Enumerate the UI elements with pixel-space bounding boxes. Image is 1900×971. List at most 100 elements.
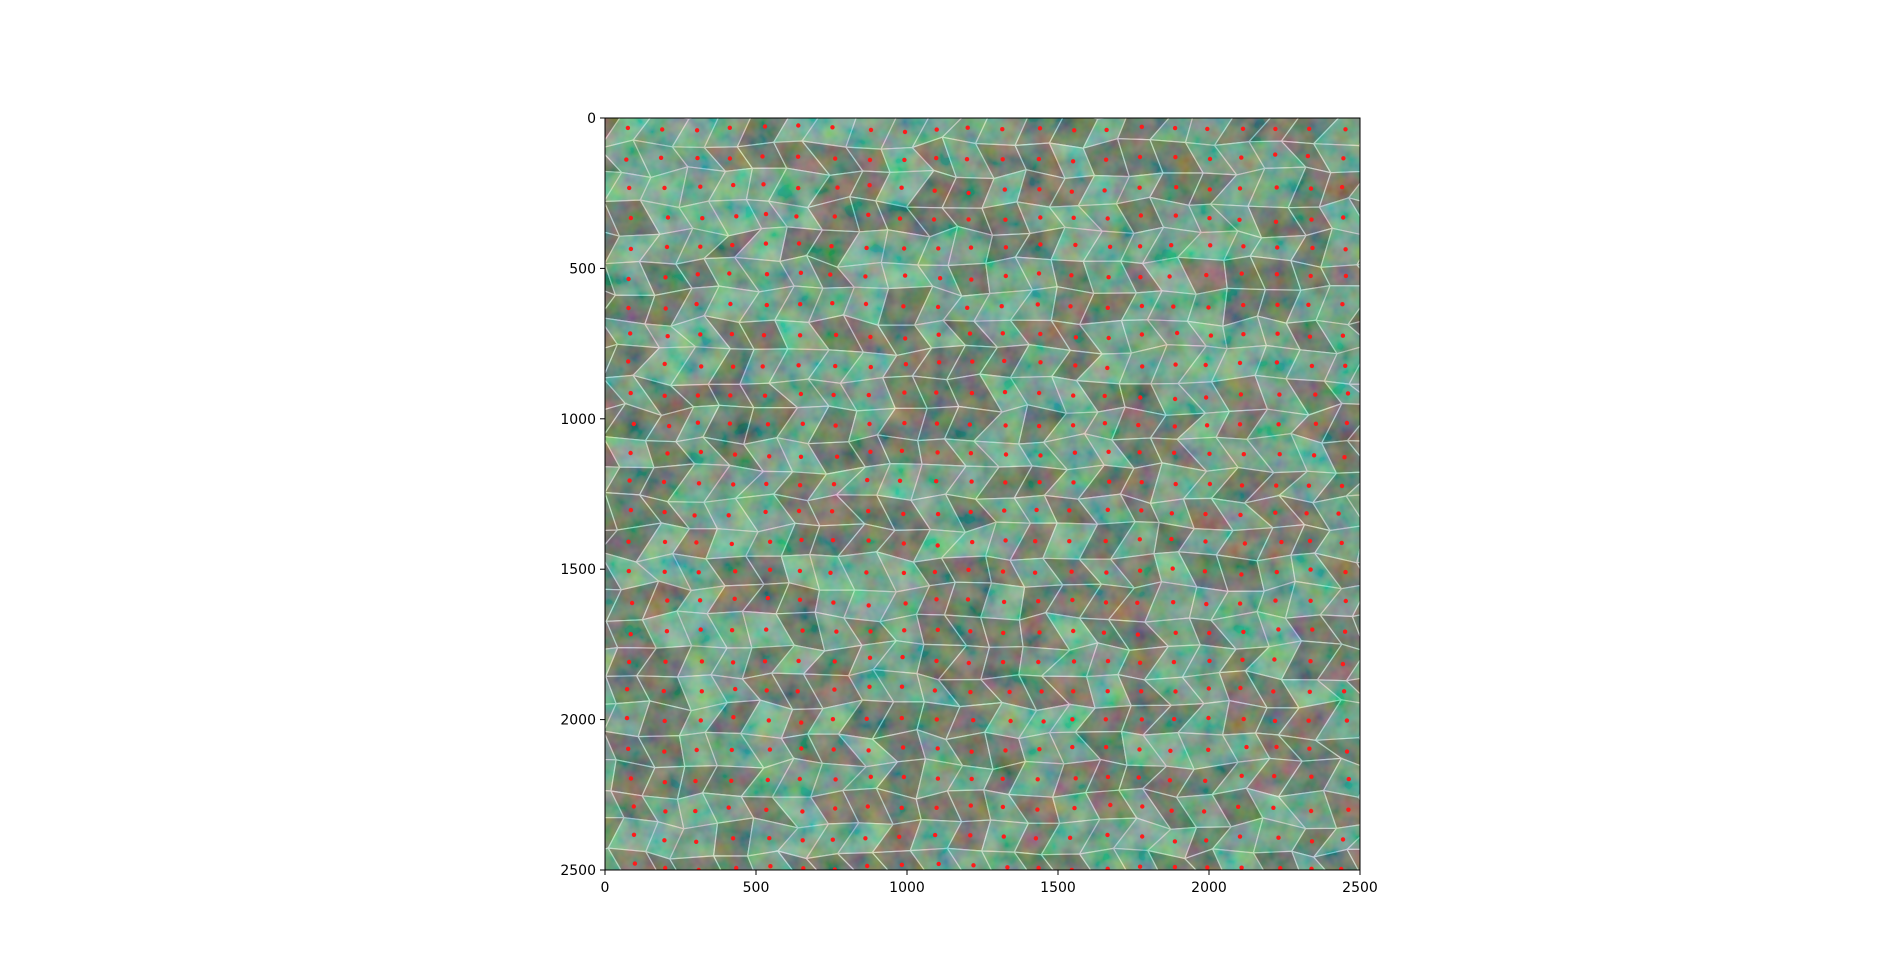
centroid-marker <box>698 718 703 723</box>
segment-cell <box>925 118 930 119</box>
centroid-marker <box>1377 246 1381 250</box>
centroid-marker <box>596 390 600 394</box>
centroid-marker <box>1002 389 1008 395</box>
segment-cell <box>680 118 691 120</box>
centroid-marker <box>899 715 904 721</box>
centroid-marker <box>1237 834 1243 839</box>
centroid-marker <box>866 392 871 398</box>
centroid-marker <box>1171 716 1177 722</box>
centroid-marker <box>903 601 908 606</box>
centroid-marker <box>700 216 705 221</box>
centroid-marker <box>764 302 769 308</box>
centroid-marker <box>1377 394 1381 398</box>
centroid-marker <box>1241 332 1246 337</box>
centroid-marker <box>864 570 869 575</box>
centroid-marker <box>969 277 974 282</box>
image-panel <box>593 82 1383 871</box>
centroid-marker <box>764 627 769 632</box>
centroid-marker <box>1237 360 1243 366</box>
centroid-marker <box>865 477 870 483</box>
centroid-marker <box>763 211 769 217</box>
centroid-marker <box>665 451 670 456</box>
centroid-marker <box>832 867 837 870</box>
centroid-marker <box>1274 569 1280 575</box>
centroid-marker <box>902 420 907 426</box>
centroid-marker <box>832 214 837 219</box>
centroid-marker <box>1376 780 1380 784</box>
centroid-marker <box>1203 511 1208 517</box>
centroid-marker <box>829 244 834 249</box>
centroid-marker <box>833 363 838 369</box>
centroid-marker <box>1038 360 1043 365</box>
centroid-marker <box>1244 744 1249 750</box>
centroid-marker <box>1204 423 1210 428</box>
centroid-marker <box>1105 365 1110 371</box>
centroid-marker <box>1272 773 1277 779</box>
centroid-marker <box>1339 866 1344 870</box>
centroid-marker <box>1377 96 1381 100</box>
centroid-marker <box>593 479 597 483</box>
centroid-marker <box>1000 569 1006 574</box>
centroid-marker <box>665 334 670 339</box>
centroid-marker <box>969 390 975 396</box>
centroid-marker <box>1070 159 1076 164</box>
centroid-marker <box>761 333 767 338</box>
centroid-marker <box>966 190 971 196</box>
centroid-marker <box>1003 273 1008 279</box>
centroid-marker <box>1343 569 1348 575</box>
centroid-marker <box>1139 689 1144 694</box>
centroid-marker <box>597 97 601 101</box>
segment-cell <box>976 82 1029 114</box>
centroid-marker <box>1138 274 1143 280</box>
centroid-marker <box>1206 686 1212 691</box>
centroid-marker <box>733 569 738 574</box>
centroid-marker <box>1308 659 1313 664</box>
centroid-marker <box>1239 483 1245 488</box>
centroid-marker <box>966 660 971 666</box>
centroid-marker <box>1313 421 1319 426</box>
centroid-marker <box>966 217 971 222</box>
centroid-marker <box>698 332 703 337</box>
centroid-marker <box>1308 598 1313 603</box>
centroid-marker <box>1170 566 1175 571</box>
centroid-marker <box>1241 244 1246 249</box>
centroid-marker <box>864 245 869 251</box>
segment-cell <box>1358 140 1360 147</box>
centroid-marker <box>662 185 667 191</box>
centroid-marker <box>1137 537 1143 542</box>
centroid-marker <box>1000 127 1005 132</box>
centroid-marker <box>868 334 873 340</box>
segment-cell <box>839 88 898 114</box>
centroid-marker <box>1103 717 1109 722</box>
segment-cell <box>1355 258 1360 266</box>
centroid-marker <box>1204 601 1209 607</box>
centroid-marker <box>597 421 601 425</box>
centroid-marker <box>1071 659 1077 664</box>
centroid-marker <box>594 157 598 161</box>
centroid-marker <box>729 541 734 547</box>
centroid-marker <box>766 718 771 723</box>
centroid-marker <box>1007 689 1012 695</box>
centroid-marker <box>1306 483 1312 488</box>
centroid-marker <box>1238 392 1244 397</box>
y-tick-label: 0 <box>587 111 596 127</box>
centroid-marker <box>1000 331 1005 336</box>
centroid-marker <box>698 244 703 249</box>
centroid-marker <box>693 808 698 814</box>
centroid-marker <box>1205 865 1210 870</box>
centroid-marker <box>968 245 974 250</box>
segment-cell <box>687 118 694 120</box>
centroid-marker <box>964 157 970 162</box>
centroid-marker <box>1201 809 1207 814</box>
centroid-marker <box>1137 96 1141 100</box>
centroid-marker <box>864 716 869 721</box>
centroid-marker <box>696 570 701 575</box>
centroid-marker <box>1339 483 1345 489</box>
centroid-marker <box>1105 866 1110 870</box>
centroid-marker <box>595 215 599 219</box>
centroid-marker <box>935 450 940 455</box>
centroid-marker <box>1379 423 1383 427</box>
centroid-marker <box>595 184 599 188</box>
centroid-marker <box>1343 247 1348 252</box>
centroid-marker <box>1376 598 1380 602</box>
